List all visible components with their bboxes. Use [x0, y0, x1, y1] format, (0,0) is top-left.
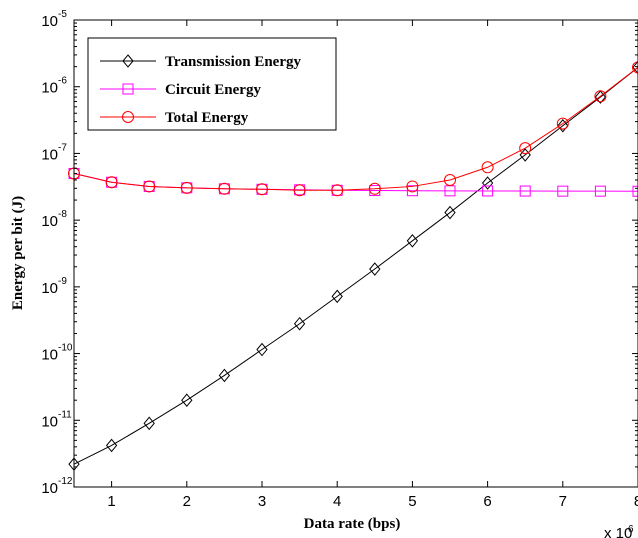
y-tick-label: 10 -6	[41, 76, 67, 97]
x-axis-multiplier-base: x 10	[604, 525, 632, 538]
x-tick-label: 6	[483, 493, 491, 510]
x-axis-multiplier-exponent: 6	[628, 524, 634, 535]
transmission-energy-line	[73, 66, 638, 465]
y-tick-label-exponent: -7	[58, 142, 67, 153]
transmission-energy-point	[594, 90, 607, 104]
transmission-energy-point	[256, 342, 268, 357]
y-tick-label-exponent: -9	[58, 276, 67, 287]
legend-marker-circuit-energy	[122, 83, 134, 95]
x-tick-label: 5	[408, 493, 416, 510]
total-energy-point	[293, 184, 306, 197]
transmission-energy-series	[68, 60, 638, 471]
y-tick-label-exponent: -11	[58, 409, 72, 420]
plot-area	[68, 60, 638, 471]
x-tick-label: 8	[634, 493, 638, 510]
y-tick-label: 10 -10	[41, 343, 73, 364]
y-tick-label: 10 -11	[41, 409, 72, 430]
total-energy-point	[331, 184, 344, 197]
transmission-energy-point	[105, 438, 118, 453]
transmission-energy-point	[293, 316, 306, 331]
total-energy-line	[73, 66, 638, 191]
y-tick-label-exponent: -10	[58, 343, 73, 354]
x-tick-label: 4	[333, 493, 341, 510]
total-energy-point	[556, 117, 569, 130]
x-tick-label: 1	[107, 493, 115, 510]
total-energy-point	[143, 180, 156, 193]
y-tick-label: 10 -12	[41, 476, 73, 497]
transmission-energy-point	[369, 262, 381, 276]
axes: 1234567810-1210-1110-1010-910-810-710-61…	[41, 9, 638, 510]
x-tick-label: 7	[559, 493, 567, 510]
total-energy-point	[481, 161, 494, 174]
transmission-energy-point	[557, 118, 569, 133]
total-energy-point	[105, 176, 118, 189]
circuit-energy-point	[632, 185, 638, 197]
transmission-energy-point	[632, 60, 638, 75]
legend: Transmission Energy Circuit Energy Total E…	[87, 37, 337, 131]
circuit-energy-point	[406, 185, 418, 197]
total-energy-point	[180, 181, 193, 194]
circuit-energy-point	[557, 185, 569, 197]
y-axis-label: Energy per bit (J)	[10, 196, 26, 310]
total-energy-point	[632, 61, 638, 74]
total-energy-point	[519, 142, 532, 155]
y-tick-label-base: 10	[41, 347, 58, 364]
x-tick-label: 3	[258, 493, 266, 510]
y-tick-label: 10 -8	[41, 209, 67, 230]
y-tick-label: 10 -5	[41, 9, 67, 30]
x-axis-multiplier: x 10 6	[604, 524, 634, 538]
circuit-energy-point	[482, 185, 494, 197]
transmission-energy-point	[481, 176, 494, 190]
total-energy-point	[256, 183, 268, 196]
total-energy-point	[444, 173, 456, 186]
total-energy-point	[594, 90, 607, 103]
y-tick-label: 10 -7	[41, 142, 67, 163]
y-tick-label-base: 10	[41, 213, 58, 230]
y-tick-label-base: 10	[41, 480, 58, 497]
x-axis-label: Data rate (bps)	[304, 516, 401, 532]
transmission-energy-point	[331, 289, 343, 304]
transmission-energy-point	[143, 416, 155, 431]
x-tick-label: 2	[183, 493, 191, 510]
y-tick-label-base: 10	[41, 80, 58, 97]
transmission-energy-point	[218, 368, 231, 383]
y-tick-label-exponent: -5	[58, 9, 67, 20]
transmission-energy-point	[444, 205, 456, 220]
y-tick-label: 10 -9	[41, 276, 67, 297]
total-energy-point	[218, 182, 231, 195]
legend-item-transmission-energy: Transmission Energy	[100, 54, 301, 70]
total-energy-point	[406, 180, 419, 193]
y-tick-label-exponent: -6	[58, 76, 67, 87]
total-energy-point	[368, 182, 381, 195]
total-energy-series	[68, 61, 638, 197]
legend-marker-total-energy	[122, 111, 134, 123]
transmission-energy-point	[406, 234, 419, 248]
plot-frame	[73, 19, 638, 488]
legend-label-transmission-energy: Transmission Energy	[165, 54, 301, 70]
circuit-energy-point	[594, 185, 606, 197]
y-tick-label-base: 10	[41, 280, 58, 297]
y-tick-label-base: 10	[41, 146, 58, 163]
y-tick-label-exponent: -8	[58, 209, 67, 220]
circuit-energy-point	[519, 185, 531, 197]
legend-item-total-energy: Total Energy	[100, 110, 249, 126]
y-tick-label-base: 10	[41, 413, 58, 430]
y-tick-label-exponent: -12	[58, 476, 73, 487]
legend-label-total-energy: Total Energy	[165, 110, 249, 126]
legend-item-circuit-energy: Circuit Energy	[100, 82, 261, 98]
y-tick-label-base: 10	[41, 13, 58, 30]
legend-label-circuit-energy: Circuit Energy	[165, 82, 261, 98]
legend-marker-transmission-energy	[122, 54, 134, 68]
transmission-energy-point	[181, 393, 193, 407]
